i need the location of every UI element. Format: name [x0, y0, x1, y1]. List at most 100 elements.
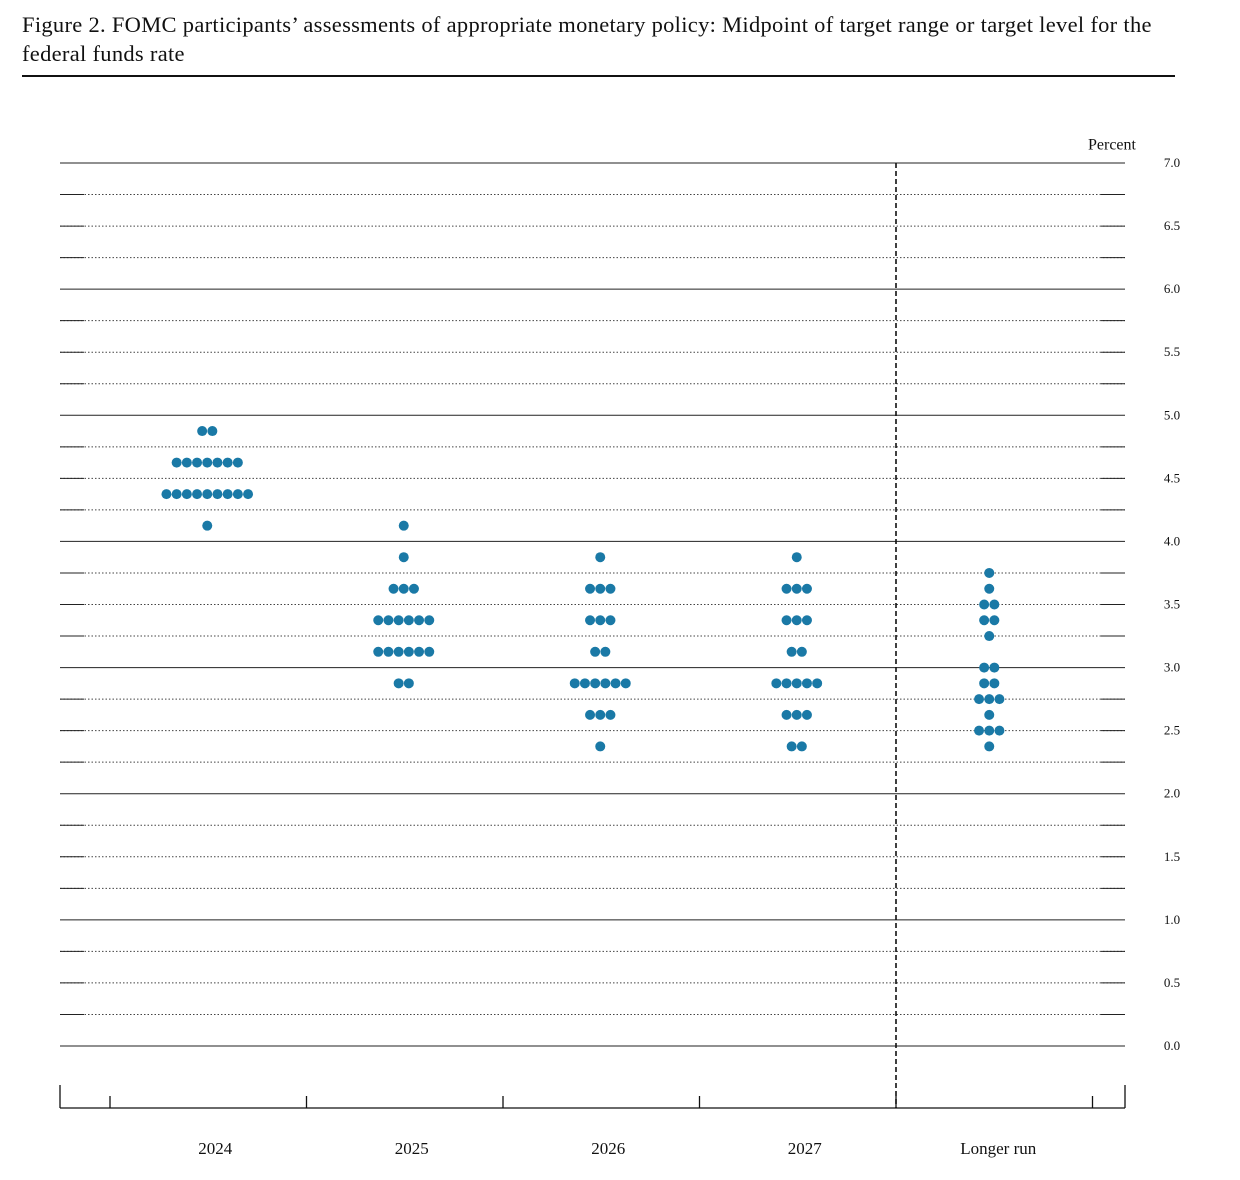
dot: [984, 725, 995, 736]
dot: [181, 489, 192, 500]
dot: [984, 694, 995, 705]
dot: [791, 709, 802, 720]
dot: [605, 583, 616, 594]
dot: [989, 678, 1000, 689]
dot: [781, 583, 792, 594]
dot: [202, 489, 213, 500]
y-tick-label: 4.5: [1164, 470, 1180, 485]
dot: [791, 615, 802, 626]
dot: [989, 662, 1000, 673]
dot: [373, 615, 384, 626]
dot: [207, 426, 218, 437]
dot: [791, 552, 802, 563]
dot: [403, 678, 414, 689]
dot: [595, 709, 606, 720]
dot: [974, 694, 985, 705]
dot: [393, 678, 404, 689]
dot: [212, 489, 223, 500]
chart-title: Figure 2. FOMC participants’ assessments…: [22, 12, 1152, 66]
title-rule: [22, 75, 1175, 77]
y-tick-label: 0.0: [1164, 1038, 1180, 1053]
y-tick-label: 2.5: [1164, 723, 1180, 738]
dot: [212, 457, 223, 468]
dot: [605, 615, 616, 626]
dot: [585, 709, 596, 720]
y-tick-label: 1.5: [1164, 849, 1180, 864]
dot: [989, 615, 1000, 626]
dot: [408, 583, 419, 594]
y-tick-label: 7.0: [1164, 155, 1180, 170]
dot: [781, 709, 792, 720]
dot: [171, 489, 182, 500]
x-tick-label: 2025: [395, 1139, 429, 1158]
dot: [595, 741, 606, 752]
dot: [585, 583, 596, 594]
dot: [984, 631, 995, 642]
y-tick-label: 0.5: [1164, 975, 1180, 990]
dot: [600, 678, 611, 689]
dot: [398, 552, 409, 563]
y-tick-label: 6.0: [1164, 281, 1180, 296]
dot: [243, 489, 254, 500]
dot: [414, 646, 425, 657]
dot: [590, 646, 601, 657]
dot: [393, 615, 404, 626]
dot: [161, 489, 172, 500]
dot: [796, 741, 807, 752]
dot: [979, 599, 990, 610]
y-tick-label: 3.0: [1164, 660, 1180, 675]
dot: [181, 457, 192, 468]
dot: [994, 694, 1005, 705]
dot: [383, 615, 394, 626]
dot: [801, 678, 812, 689]
dot: [979, 615, 990, 626]
dot: [192, 457, 203, 468]
dot: [232, 489, 243, 500]
x-tick-label: 2026: [591, 1139, 625, 1158]
dot: [786, 646, 797, 657]
dot: [796, 646, 807, 657]
dot: [383, 646, 394, 657]
dot: [595, 552, 606, 563]
dot: [989, 599, 1000, 610]
y-tick-label: 5.5: [1164, 344, 1180, 359]
dot: [192, 489, 203, 500]
dot: [974, 725, 985, 736]
dot: [398, 520, 409, 531]
dot: [984, 583, 995, 594]
dot: [424, 646, 435, 657]
x-tick-label: 2024: [198, 1139, 233, 1158]
dot: [979, 678, 990, 689]
dot: [600, 646, 611, 657]
dot: [801, 709, 812, 720]
dot: [197, 426, 208, 437]
dot: [781, 615, 792, 626]
dot: [398, 583, 409, 594]
dot: [222, 457, 233, 468]
y-tick-label: 5.0: [1164, 407, 1180, 422]
dot: [403, 615, 414, 626]
dot: [232, 457, 243, 468]
dot: [781, 678, 792, 689]
dot: [786, 741, 797, 752]
dot: [620, 678, 631, 689]
dot: [801, 615, 812, 626]
y-tick-label: 2.0: [1164, 786, 1180, 801]
dot: [812, 678, 823, 689]
dot: [984, 567, 995, 578]
dot: [791, 583, 802, 594]
dot: [414, 615, 425, 626]
dot: [771, 678, 782, 689]
dot: [202, 520, 213, 531]
y-tick-label: 4.0: [1164, 533, 1180, 548]
dot: [585, 615, 596, 626]
dot: [579, 678, 590, 689]
dot: [222, 489, 233, 500]
dot: [610, 678, 621, 689]
dot: [373, 646, 384, 657]
dot: [605, 709, 616, 720]
dot: [590, 678, 601, 689]
y-tick-label: 3.5: [1164, 596, 1180, 611]
y-tick-label: 1.0: [1164, 912, 1180, 927]
